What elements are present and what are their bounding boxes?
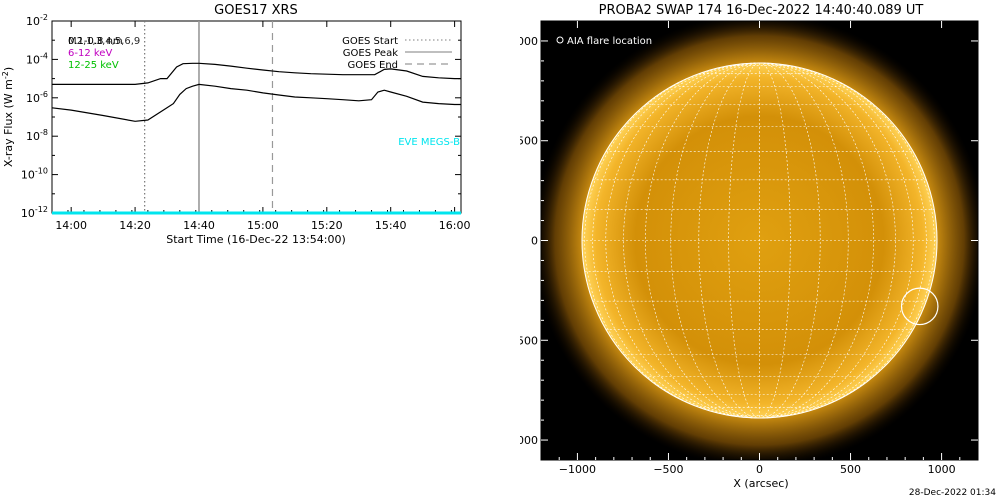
goes-y-label: X-ray Flux (W m-2): [1, 67, 15, 167]
goes-legend-marker-label: GOES Peak: [343, 48, 398, 59]
grid-longitude-line: [759, 62, 935, 419]
goes-title: GOES17 XRS: [214, 3, 298, 18]
grid-longitude-line: [759, 62, 874, 419]
goes-y-tick-label: 10-10: [21, 167, 48, 182]
grid-longitude-line: [645, 62, 760, 419]
swap-image-chart: PROBA2 SWAP 174 16-Dec-2022 14:40:40.089…: [520, 3, 979, 490]
grid-longitude-line: [605, 62, 760, 419]
swap-x-tick-label: 1000: [928, 463, 956, 476]
flare-location-circle: [900, 287, 939, 326]
flare-legend-label: AIA flare location: [567, 36, 652, 47]
grid-longitude-line: [759, 62, 821, 419]
goes-x-label: Start Time (16-Dec-22 13:54:00): [166, 233, 346, 246]
goes-x-tick-label: 16:00: [439, 219, 470, 232]
swap-y-tick-label: 0: [531, 235, 538, 248]
goes-y-tick-label: 10-4: [26, 51, 48, 66]
swap-y-tick-label: 1000: [520, 35, 538, 48]
footer-timestamp: 28-Dec-2022 01:34: [908, 488, 996, 498]
goes-x-tick-label: 15:00: [247, 219, 279, 232]
swap-x-tick-label: 0: [756, 463, 763, 476]
goes-legend-overlay: M2,1,3,4,5,6,9: [68, 36, 140, 47]
goes-legend-channel: 12-25 keV: [68, 60, 119, 71]
goes-x-tick-label: 14:20: [119, 219, 151, 232]
grid-longitude-line: [698, 62, 760, 419]
goes-x-tick-label: 14:00: [55, 219, 87, 232]
heliographic-grid: [581, 62, 938, 419]
goes-legend-channel: 6-12 keV: [68, 48, 112, 59]
swap-x-label: X (arcsec): [733, 477, 788, 490]
swap-title: PROBA2 SWAP 174 16-Dec-2022 14:40:40.089…: [599, 3, 924, 18]
grid-longitude-line: [728, 62, 760, 419]
goes-legend-marker-label: GOES Start: [342, 36, 398, 47]
goes-x-axis: 14:00 14:20 14:40 15:00 15:20 15:40 16:00: [51, 21, 470, 232]
goes-event-markers: [144, 21, 274, 213]
grid-longitude-line: [759, 62, 927, 419]
goes-x-tick-label: 14:40: [183, 219, 215, 232]
series-line-1: [52, 62, 461, 86]
goes-x-tick-label: 15:20: [311, 219, 343, 232]
eve-megs-label: EVE MEGS-B: [398, 137, 460, 148]
flare-legend-marker: [556, 36, 564, 44]
goes-y-tick-label: 10-8: [26, 128, 48, 143]
goes-y-tick-label: 10-12: [21, 205, 48, 220]
grid-longitude-line: [759, 62, 791, 419]
swap-y-tick-label: −1000: [520, 434, 538, 447]
swap-y-axis: −1000 −500 0 500 1000: [520, 35, 978, 447]
swap-x-axis: −1000 −500 0 500 1000: [558, 21, 961, 476]
goes-y-axis: 10-12 10-10 10-8 10-6 10-4 10-2: [21, 13, 461, 220]
swap-x-tick-label: 500: [840, 463, 861, 476]
series-line-0: [51, 83, 461, 122]
grid-longitude-line: [592, 62, 760, 419]
goes-y-tick-label: 10-6: [26, 90, 48, 105]
grid-longitude-line: [759, 62, 914, 419]
goes-x-tick-label: 15:40: [375, 219, 407, 232]
swap-x-tick-label: −1000: [559, 463, 596, 476]
swap-y-tick-label: −500: [520, 334, 538, 347]
goes-legend-channel: 0.1-0.8 nm: [68, 36, 123, 47]
solar-limb: [581, 62, 938, 419]
goes-series: [51, 62, 461, 215]
goes-plot-frame: [51, 20, 462, 214]
swap-y-tick-label: 500: [520, 135, 538, 148]
goes-legend-marker-label: GOES End: [348, 60, 398, 71]
grid-longitude-line: [584, 62, 760, 419]
swap-x-tick-label: −500: [653, 463, 683, 476]
goes-xrs-chart: GOES17 XRS 10-12 10-10 10-8 10-6 10-4 10-2 14…: [1, 3, 470, 246]
goes-y-tick-label: 10-2: [26, 13, 48, 28]
